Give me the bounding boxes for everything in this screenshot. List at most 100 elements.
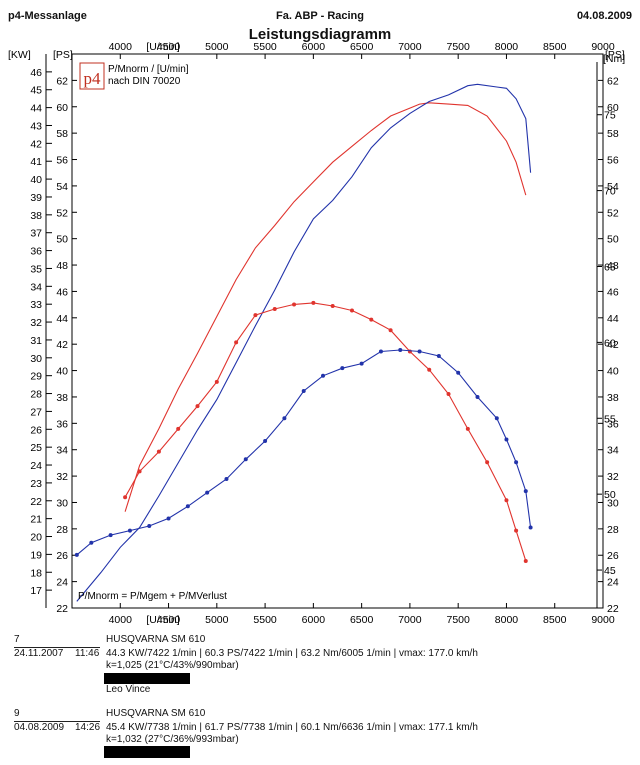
run-divider [14,721,100,722]
header-left: p4-Messanlage [8,10,87,22]
torque-point-run-7 [176,426,181,431]
power-torque-chart: 4000 4000 4500 4500 5000 5000 5500 5500 6000 6000… [8,41,625,626]
torque-point-run-9 [436,354,441,359]
kw-tick-label: 24 [30,460,42,472]
torque-point-run-7 [156,449,161,454]
nm-tick-label: 55 [604,413,616,425]
logo: p4 [79,62,105,90]
x-tick-label-bottom: 4500 [157,614,181,626]
kw-tick-label: 33 [30,299,42,311]
torque-point-run-7 [465,426,470,431]
torque-point-run-7 [214,379,219,384]
torque-point-run-9 [378,349,383,354]
ps-tick-label-right: 56 [607,155,619,167]
nm-tick-label: 50 [604,489,616,501]
ps-tick-label-right: 26 [607,550,619,562]
ps-tick-label: 22 [56,603,68,615]
ps-tick-label: 58 [56,128,68,140]
torque-point-run-7 [234,340,239,345]
ps-tick-label: 28 [56,524,68,536]
kw-tick-label: 44 [30,103,42,115]
run-time: 11:46 [75,648,100,659]
ps-tick-label: 34 [56,445,68,457]
torque-point-run-9 [321,373,326,378]
kw-tick-label: 46 [30,67,42,79]
redaction-bar [104,746,190,758]
x-tick-label-bottom: 5000 [205,614,229,626]
ps-tick-label: 56 [56,155,68,167]
torque-point-run-9 [89,540,94,545]
legend-line-2: nach DIN 70020 [108,76,181,87]
x-tick-label-top: 7500 [447,41,471,53]
torque-point-run-7 [292,302,297,307]
run-number: 7 [14,634,20,645]
torque-point-run-9 [263,439,268,444]
run-number: 9 [14,708,20,719]
ps-tick-label: 60 [56,102,68,114]
kw-tick-label: 39 [30,192,42,204]
power-curve-run-9 [76,83,532,602]
x-tick-label-top: 4000 [109,41,133,53]
x-tick-label-top: 7000 [398,41,422,53]
x-tick-label-top: 6000 [302,41,326,53]
ps-tick-label-right: 28 [607,524,619,536]
torque-curve-run-9 [76,349,532,556]
ps-tick-label: 40 [56,366,68,378]
chart-title: Leistungsdiagramm [248,26,392,43]
kw-axis-label: [KW] [8,49,31,61]
kw-tick-label: 41 [30,156,42,168]
kw-tick-label: 29 [30,371,42,383]
torque-point-run-9 [514,460,519,465]
header-right: 04.08.2009 [576,10,632,22]
header-center: Fa. ABP - Racing [275,10,365,22]
torque-point-run-7 [504,498,509,503]
ps-tick-label: 24 [56,577,68,589]
ps-tick-label-right: 58 [607,128,619,140]
ps-axis-label-right: [PS] [605,49,625,61]
torque-point-run-7 [446,391,451,396]
torque-point-run-7 [388,328,393,333]
x-axis-label-bottom: [U/min] [146,614,179,626]
torque-point-run-9 [166,516,171,521]
ps-tick-label: 32 [56,471,68,483]
run-vehicle: HUSQVARNA SM 610 [106,708,206,719]
ps-tick-label-right: 46 [607,286,619,298]
torque-point-run-9 [108,533,113,538]
run-conditions: k=1,032 (27°C/36%/993mbar) [106,734,239,745]
ps-tick-label-right: 24 [607,577,619,589]
ps-tick-label: 54 [56,181,68,193]
torque-point-run-9 [528,525,533,530]
run-summary: 44.3 KW/7422 1/min | 60.3 PS/7422 1/min … [106,648,478,659]
legend-line-1: P/Mnorm / [U/min] [108,64,189,75]
torque-point-run-7 [253,313,258,318]
ps-tick-label-right: 30 [607,497,619,509]
ps-tick-label-right: 40 [607,366,619,378]
kw-tick-label: 19 [30,549,42,561]
ps-tick-label: 48 [56,260,68,272]
ps-tick-label: 62 [56,75,68,87]
ps-tick-label-right: 42 [607,339,619,351]
chart-marks [74,83,533,602]
ps-tick-label: 26 [56,550,68,562]
logo-frame [79,62,105,90]
torque-point-run-9 [475,395,480,400]
x-tick-label-top: 4500 [157,41,181,53]
kw-tick-label: 35 [30,263,42,275]
ps-tick-label-right: 52 [607,207,619,219]
kw-tick-label: 26 [30,424,42,436]
x-tick-label-top: 8000 [495,41,519,53]
ps-tick-label: 44 [56,313,68,325]
torque-point-run-9 [340,366,345,371]
chart-axes: 4000 4000 4500 4500 5000 5000 5500 5500 6000 6000… [8,41,625,626]
x-tick-label-top: 9000 [591,41,615,53]
ps-tick-label: 38 [56,392,68,404]
kw-tick-label: 30 [30,353,42,365]
torque-point-run-7 [137,469,142,474]
kw-tick-label: 17 [30,585,42,597]
kw-tick-label: 31 [30,335,42,347]
torque-point-run-7 [485,460,490,465]
torque-point-run-7 [195,404,200,409]
kw-tick-label: 23 [30,478,42,490]
run-summary: 45.4 KW/7738 1/min | 61.7 PS/7738 1/min … [106,722,478,733]
kw-tick-label: 45 [30,85,42,97]
